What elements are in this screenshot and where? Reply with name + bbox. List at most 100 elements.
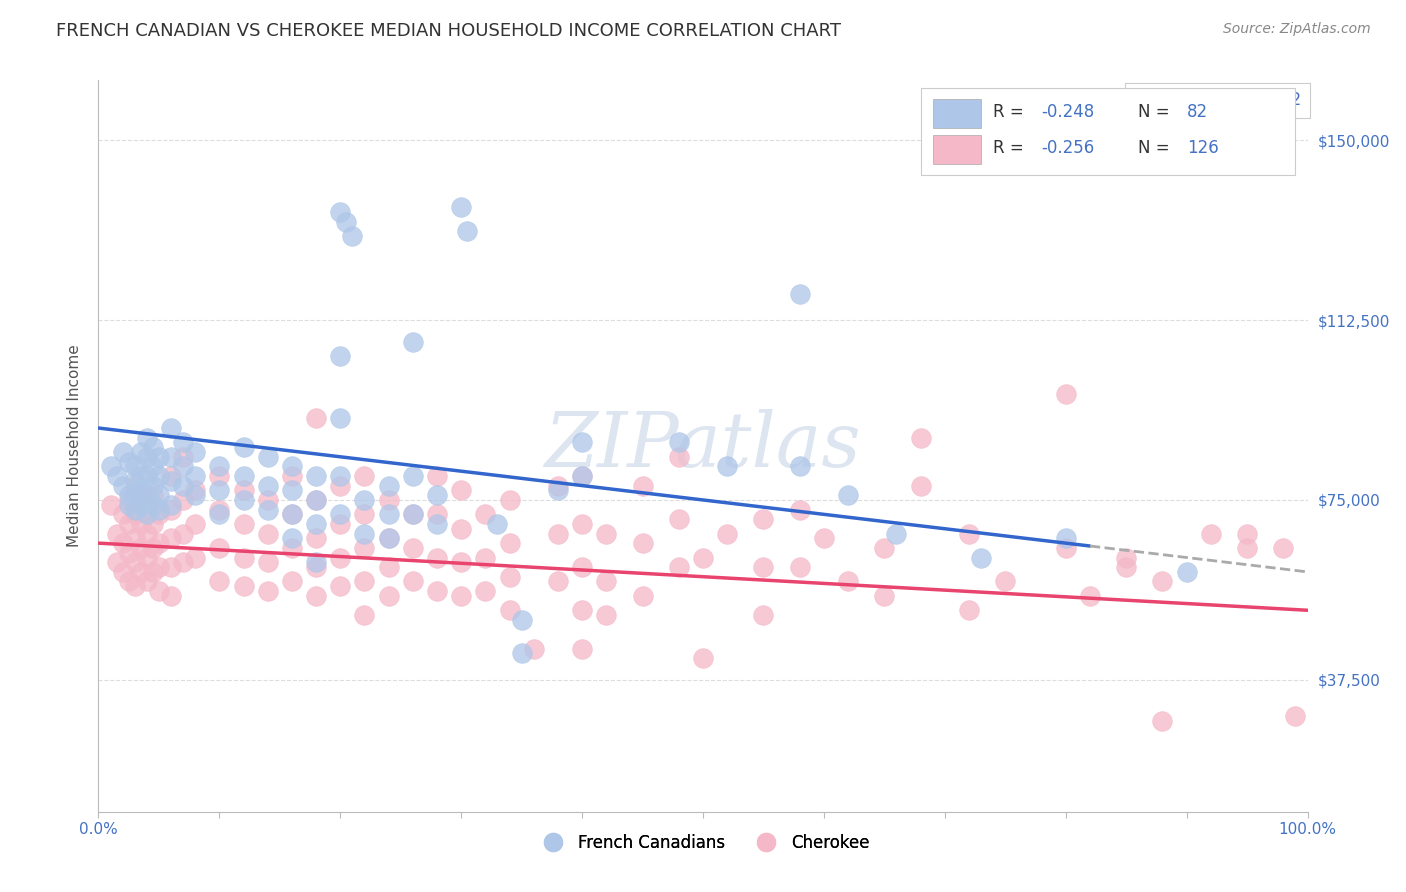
Point: [353, 492, 375, 507]
Point: [547, 483, 569, 498]
Point: [148, 469, 170, 483]
Point: [402, 469, 425, 483]
Point: [135, 498, 157, 512]
Text: N =: N =: [1139, 103, 1175, 120]
Point: [160, 532, 183, 546]
Point: [305, 492, 328, 507]
Point: [160, 589, 183, 603]
Point: [329, 550, 352, 565]
Point: [208, 508, 231, 522]
Point: [1284, 708, 1306, 723]
Point: [631, 536, 654, 550]
Point: [142, 478, 165, 492]
Point: [105, 526, 128, 541]
Point: [886, 526, 908, 541]
Point: [142, 516, 165, 531]
Point: [498, 492, 520, 507]
Point: [172, 526, 194, 541]
Point: [118, 516, 141, 531]
Point: [142, 498, 165, 512]
Point: [474, 550, 496, 565]
Point: [595, 574, 617, 589]
Point: [100, 498, 122, 512]
Point: [752, 560, 775, 574]
Point: [789, 560, 811, 574]
Point: [668, 450, 690, 464]
Point: [184, 483, 207, 498]
Point: [450, 555, 472, 569]
Point: [450, 200, 472, 214]
Point: [256, 584, 278, 599]
Point: [148, 488, 170, 502]
Point: [571, 469, 593, 483]
Point: [208, 502, 231, 516]
Point: [172, 459, 194, 474]
FancyBboxPatch shape: [932, 99, 981, 128]
Point: [873, 589, 896, 603]
Point: [353, 508, 375, 522]
Point: [172, 435, 194, 450]
Point: [124, 488, 146, 502]
Point: [789, 502, 811, 516]
Point: [377, 478, 399, 492]
Point: [281, 459, 304, 474]
Point: [716, 526, 738, 541]
Point: [1115, 560, 1137, 574]
Point: [305, 469, 328, 483]
Point: [1236, 541, 1258, 555]
Point: [148, 450, 170, 464]
Point: [668, 512, 690, 526]
Point: [377, 492, 399, 507]
Point: [172, 492, 194, 507]
Point: [837, 574, 859, 589]
Point: [426, 508, 449, 522]
Point: [595, 608, 617, 623]
FancyBboxPatch shape: [932, 135, 981, 164]
Point: [208, 574, 231, 589]
Point: [426, 469, 449, 483]
Point: [135, 488, 157, 502]
Point: [510, 613, 533, 627]
Point: [118, 488, 141, 502]
Point: [148, 584, 170, 599]
Point: [305, 532, 328, 546]
Point: [281, 574, 304, 589]
Point: [426, 516, 449, 531]
Point: [498, 570, 520, 584]
Point: [426, 488, 449, 502]
Point: [1152, 574, 1174, 589]
Point: [910, 431, 932, 445]
Point: [160, 474, 183, 488]
Point: [142, 541, 165, 555]
Point: [510, 647, 533, 661]
Text: -0.248: -0.248: [1042, 103, 1095, 120]
Point: [281, 532, 304, 546]
Point: [129, 565, 152, 579]
Point: [148, 508, 170, 522]
Point: [571, 469, 593, 483]
Point: [111, 536, 134, 550]
Point: [789, 286, 811, 301]
Point: [148, 536, 170, 550]
Text: ZIPatlas: ZIPatlas: [544, 409, 862, 483]
Point: [129, 469, 152, 483]
Point: [111, 508, 134, 522]
Point: [994, 574, 1017, 589]
Point: [281, 469, 304, 483]
Point: [571, 603, 593, 617]
Text: 82: 82: [1187, 103, 1208, 120]
Point: [281, 541, 304, 555]
Point: [160, 498, 183, 512]
FancyBboxPatch shape: [921, 87, 1295, 176]
Point: [752, 608, 775, 623]
Point: [232, 440, 254, 454]
Point: [111, 478, 134, 492]
Point: [129, 498, 152, 512]
Point: [547, 478, 569, 492]
Point: [135, 450, 157, 464]
Point: [281, 483, 304, 498]
Point: [353, 608, 375, 623]
Point: [208, 469, 231, 483]
Point: [256, 555, 278, 569]
Point: [474, 508, 496, 522]
